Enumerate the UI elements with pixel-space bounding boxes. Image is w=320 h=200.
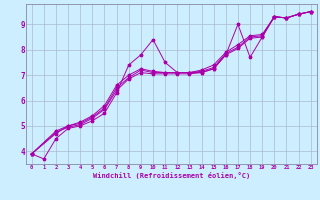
X-axis label: Windchill (Refroidissement éolien,°C): Windchill (Refroidissement éolien,°C) — [92, 172, 250, 179]
